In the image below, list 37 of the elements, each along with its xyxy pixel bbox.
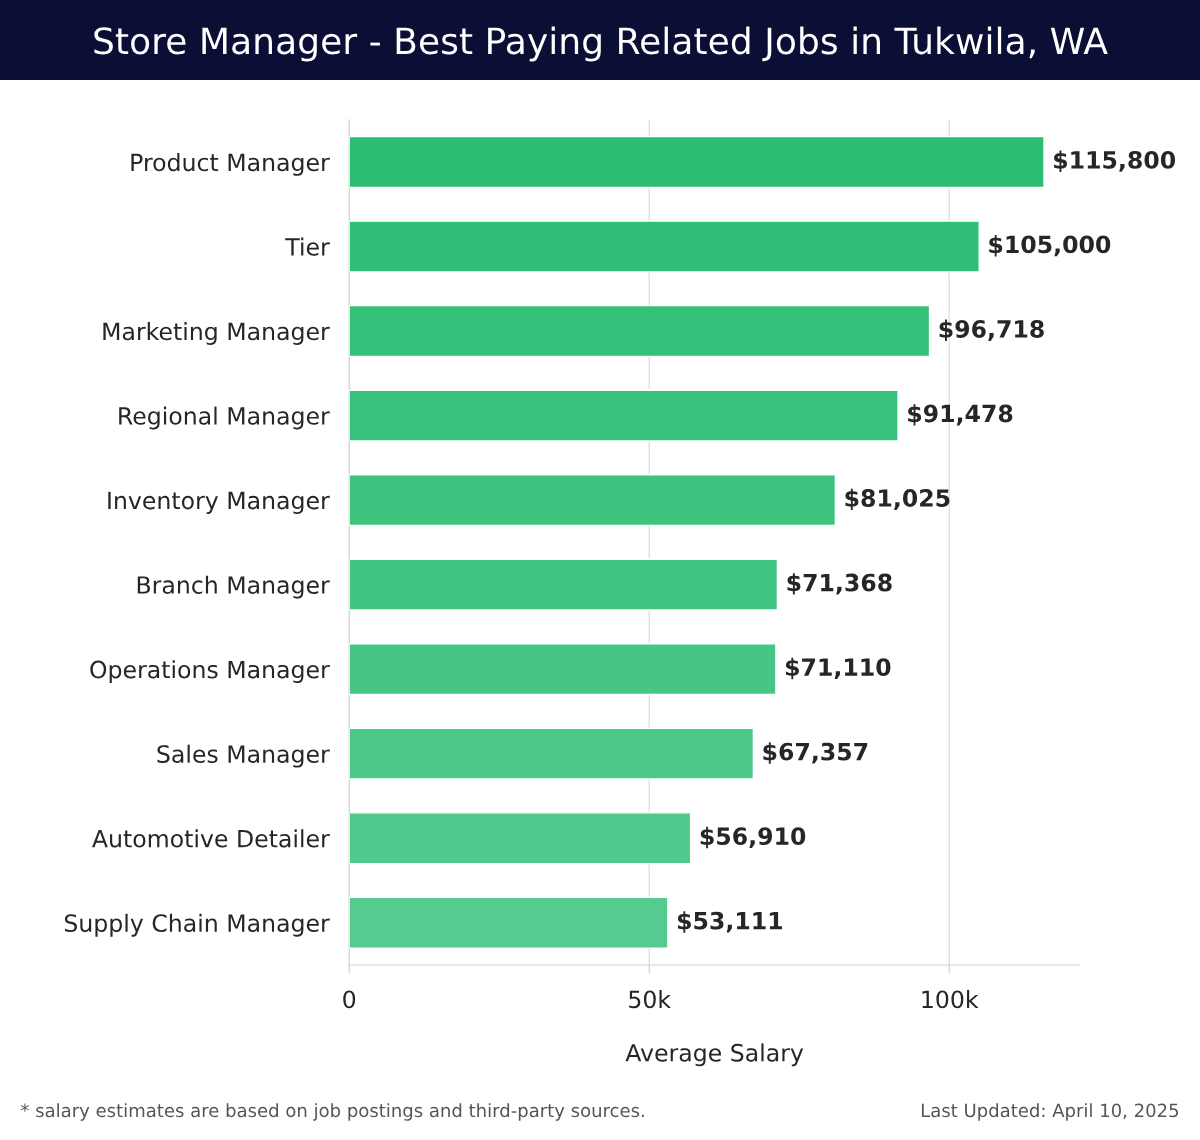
chart-title: Store Manager - Best Paying Related Jobs in Tukwila, WA: [94, 26, 1108, 62]
y-tick-label: Regional Manager: [119, 406, 330, 430]
y-tick-label: Marketing Manager: [103, 322, 330, 345]
x-tick-label: 50k: [629, 990, 671, 1009]
bar: [349, 304, 931, 358]
y-tick-label: Sales Manager: [157, 744, 330, 768]
y-tick-label: Inventory Manager: [108, 491, 330, 514]
bar: [349, 474, 837, 527]
bar: [349, 558, 779, 611]
bar: [349, 135, 1045, 189]
data-label: $71,110: [785, 657, 891, 680]
x-tick-label: 100k: [922, 990, 979, 1009]
data-label: $105,000: [989, 235, 1111, 257]
data-label: $91,478: [908, 404, 1013, 426]
data-label: $53,111: [677, 911, 782, 933]
data-label: $115,800: [1054, 150, 1176, 172]
data-label: $81,025: [845, 488, 950, 511]
text: * salary estimates are based on job postings and third-party sources.: [20, 1103, 644, 1121]
data-label: $71,368: [787, 573, 892, 595]
y-tick-label: Automotive Detailer: [92, 829, 330, 848]
data-label: $67,357: [763, 742, 868, 764]
bar: [349, 896, 669, 949]
bar: [349, 389, 899, 442]
y-tick-label: Supply Chain Manager: [64, 913, 330, 937]
bar: [349, 727, 755, 780]
bar: [349, 643, 777, 696]
y-tick-label: Tier: [285, 237, 330, 256]
data-label: $96,718: [939, 319, 1044, 342]
bar: [349, 812, 692, 865]
y-tick-label: Branch Manager: [137, 575, 330, 599]
text: Last Updated: April 10, 2025: [921, 1103, 1179, 1121]
y-tick-label: Product Manager: [131, 153, 330, 176]
data-label: $56,910: [700, 826, 806, 849]
x-axis-title: Average Salary: [625, 1043, 804, 1067]
x-tick-label: 0: [343, 990, 356, 1009]
y-tick-label: Operations Manager: [90, 660, 330, 684]
bar: [349, 220, 980, 273]
